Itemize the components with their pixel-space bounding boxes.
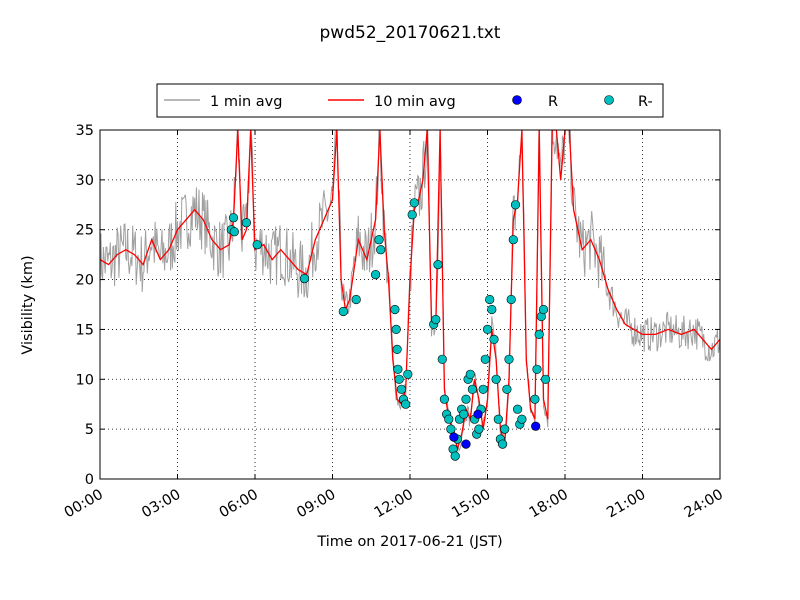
legend-label-R: R — [548, 94, 558, 110]
y-tick-label: 35 — [76, 123, 94, 139]
x-tick-label: 24:00 — [682, 487, 726, 522]
point-R-minus — [450, 451, 460, 461]
x-tick-label: 21:00 — [604, 487, 648, 522]
plot-area — [100, 130, 720, 461]
point-R-minus — [487, 304, 497, 315]
point-R-minus — [508, 235, 518, 245]
series-1min-avg-line — [100, 130, 720, 453]
point-R-minus — [371, 270, 381, 280]
point-R-minus — [502, 384, 512, 394]
point-R-minus — [229, 227, 239, 237]
point-R-minus — [401, 399, 411, 409]
y-axis: 0 5 10 15 20 25 30 35 — [76, 123, 720, 488]
point-R-minus — [446, 424, 456, 434]
x-axis-label: Time on 2017-06-21 (JST) — [316, 534, 502, 550]
point-R-minus — [409, 198, 419, 208]
point-R-minus — [393, 364, 403, 374]
point-R-minus — [299, 274, 310, 284]
point-R-minus — [540, 374, 551, 384]
legend-label-1min: 1 min avg — [210, 94, 282, 110]
point-R-minus — [390, 304, 400, 315]
point-R-minus — [506, 294, 516, 305]
point-R-minus — [485, 294, 495, 305]
chart-title: pwd52_20170621.txt — [320, 23, 501, 43]
legend-marker-Rminus — [604, 95, 614, 105]
legend-label-Rminus: R- — [638, 94, 653, 110]
point-R-minus — [376, 245, 386, 255]
y-axis-label: Visibility (km) — [20, 255, 36, 354]
point-R-minus — [431, 314, 441, 325]
point-R-minus — [351, 294, 361, 305]
point-R-minus — [392, 344, 402, 355]
grid — [100, 130, 720, 479]
point-R-minus — [465, 369, 475, 379]
y-tick-label: 30 — [76, 173, 94, 189]
point-R-minus — [510, 200, 521, 210]
series-10min-avg-line — [100, 130, 720, 450]
point-R-minus — [444, 414, 454, 424]
point-R-minus — [467, 384, 478, 394]
x-tick-label: 15:00 — [449, 487, 493, 522]
x-tick-label: 00:00 — [62, 487, 106, 522]
legend-marker-R — [512, 95, 522, 105]
point-R-minus — [394, 374, 404, 384]
point-R-minus — [407, 210, 417, 220]
point-R — [473, 409, 483, 419]
point-R-minus — [500, 424, 510, 434]
point-R — [461, 439, 471, 449]
y-tick-label: 15 — [76, 322, 94, 338]
point-R-minus — [439, 394, 450, 404]
point-R-minus — [489, 334, 499, 345]
x-tick-label: 09:00 — [294, 487, 338, 522]
point-R-minus — [403, 369, 413, 379]
point-R-minus — [228, 213, 239, 223]
y-tick-label: 0 — [85, 472, 94, 488]
y-tick-label: 20 — [76, 273, 94, 289]
point-R-minus — [396, 384, 407, 394]
point-R-minus — [478, 384, 488, 394]
point-R-minus — [338, 306, 348, 317]
point-R-minus — [491, 374, 501, 384]
point-R-minus — [498, 439, 508, 449]
y-tick-label: 10 — [76, 372, 94, 388]
point-R-minus — [437, 354, 447, 364]
point-R-minus — [433, 260, 443, 270]
point-R-minus — [252, 240, 262, 250]
point-R-minus — [493, 414, 503, 424]
point-R-minus — [480, 354, 490, 364]
point-R-minus — [538, 304, 549, 315]
point-R — [531, 421, 541, 431]
point-R-minus — [459, 409, 469, 419]
point-R-minus — [474, 424, 484, 434]
y-tick-label: 25 — [76, 223, 94, 239]
point-R-minus — [461, 394, 471, 404]
point-R-minus — [534, 329, 544, 340]
point-R-minus — [532, 364, 542, 374]
point-R-minus — [391, 324, 401, 335]
point-R-minus — [530, 394, 540, 404]
point-R-minus — [504, 354, 514, 364]
x-tick-label: 18:00 — [527, 487, 571, 522]
point-R-minus — [482, 324, 493, 335]
point-R-minus — [517, 414, 527, 424]
point-R-minus — [374, 235, 384, 245]
point-R-minus — [241, 218, 251, 228]
x-tick-label: 06:00 — [217, 487, 261, 522]
x-tick-label: 12:00 — [372, 487, 416, 522]
point-R-minus — [512, 404, 523, 414]
legend-box — [156, 83, 664, 118]
legend: 1 min avg 10 min avg R R- — [156, 83, 664, 118]
y-tick-label: 5 — [85, 422, 94, 438]
point-R — [449, 432, 459, 442]
x-tick-label: 03:00 — [139, 487, 183, 522]
legend-label-10min: 10 min avg — [374, 94, 456, 110]
